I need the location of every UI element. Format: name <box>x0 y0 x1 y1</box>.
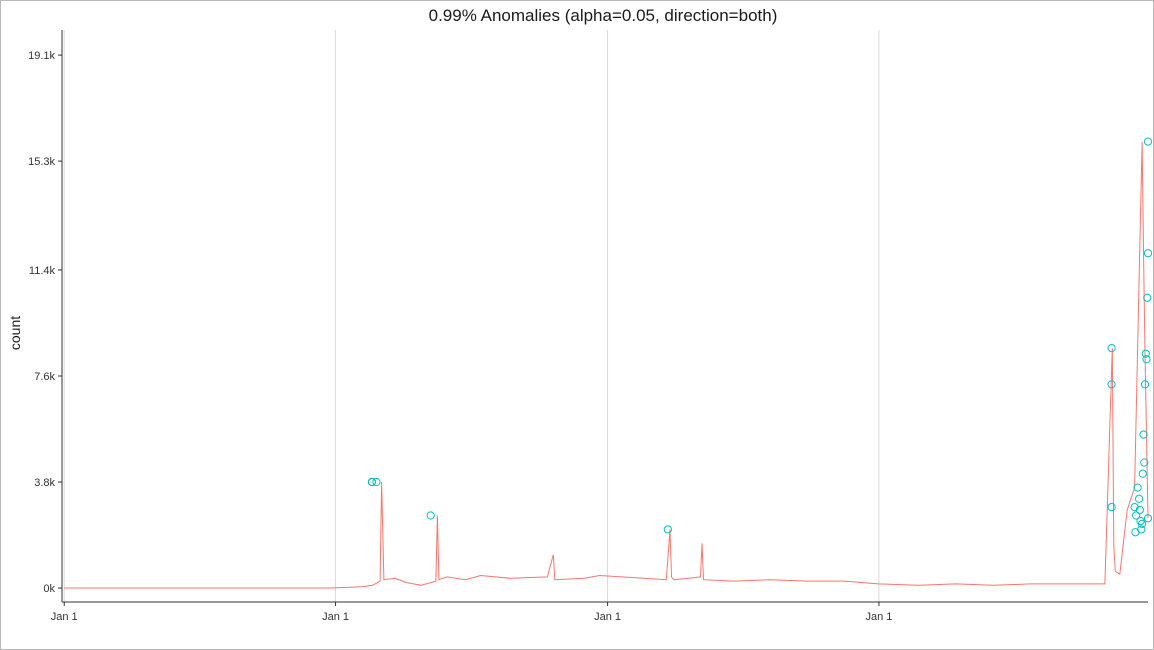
anomaly-point <box>1143 293 1152 302</box>
anomaly-point <box>1137 519 1147 528</box>
y-axis-title: count <box>7 316 23 350</box>
anomaly-point <box>1107 380 1116 389</box>
anomaly-point <box>426 511 435 520</box>
y-tick-label: 3.8k <box>34 477 55 489</box>
y-axis: 0k 3.8k 7.6k 11.4k 15.3k 19.1k <box>28 30 63 602</box>
anomaly-point <box>1142 355 1151 364</box>
x-tick-label: Jan 1 <box>594 611 621 623</box>
anomaly-point <box>1141 349 1150 358</box>
y-tick-label: 19.1k <box>28 50 55 62</box>
anomaly-point <box>663 525 672 534</box>
anomaly-point <box>1137 525 1146 534</box>
y-tick-label: 7.6k <box>34 371 55 383</box>
anomaly-point <box>367 477 377 487</box>
x-axis: Jan 1 Jan 1 Jan 1 Jan 1 <box>51 601 1148 623</box>
y-tick-label: 0k <box>43 583 55 595</box>
anomaly-point <box>1107 503 1116 512</box>
anomaly-point <box>1138 469 1147 478</box>
anomaly-point <box>372 477 381 487</box>
y-tick-label: 15.3k <box>28 156 55 168</box>
chart-title: 0.99% Anomalies (alpha=0.05, direction=b… <box>429 6 778 25</box>
series-line <box>64 141 1149 589</box>
anomaly-point <box>1140 380 1150 389</box>
y-tick-label: 11.4k <box>29 265 56 277</box>
x-tick-label: Jan 1 <box>322 611 349 623</box>
anomaly-point <box>1134 494 1144 503</box>
x-tick-label: Jan 1 <box>865 611 892 623</box>
anomaly-point <box>1132 511 1141 520</box>
anomaly-point <box>1143 137 1153 146</box>
anomaly-point <box>1143 514 1153 523</box>
anomaly-point <box>1135 505 1144 515</box>
anomaly-point <box>1143 249 1153 258</box>
grid-lines <box>63 30 880 602</box>
anomaly-point <box>1107 343 1116 353</box>
anomaly-point <box>1133 483 1142 492</box>
x-tick-label: Jan 1 <box>51 611 78 623</box>
anomaly-point <box>1130 503 1139 512</box>
anomaly-points <box>367 137 1153 537</box>
anomaly-point <box>1140 458 1149 467</box>
anomaly-point <box>1139 430 1148 439</box>
